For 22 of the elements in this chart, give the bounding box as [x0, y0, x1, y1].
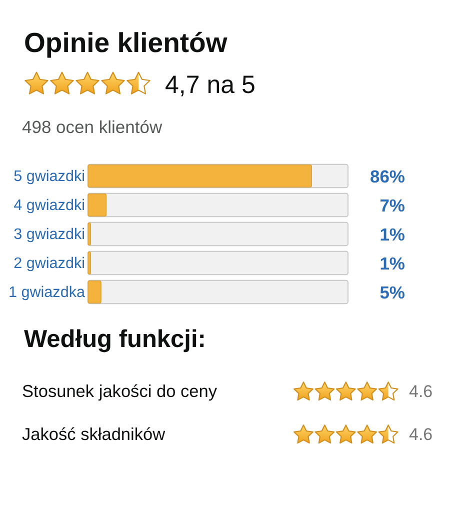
y-tick-label: 1 gwiazdka [8, 284, 86, 301]
bar [88, 222, 91, 246]
text: 498 ocen klientów [22, 117, 162, 137]
data-label: 1% [380, 224, 406, 244]
text: 4,7 na 5 [165, 71, 256, 99]
bar [88, 194, 107, 216]
chart-title: Opinie klientów [24, 27, 228, 58]
y-tick-label: 4 gwiazdki [14, 196, 85, 214]
bar [88, 280, 102, 304]
y-tick-label: 2 gwiazdki [14, 254, 85, 272]
bar [88, 252, 91, 274]
text: 4.6 [409, 382, 433, 401]
data-label: 5% [380, 282, 406, 302]
data-label: 1% [380, 253, 406, 274]
y-tick-label: 3 gwiazdki [14, 226, 85, 243]
data-label: 86% [370, 166, 406, 186]
data-label: 7% [380, 195, 406, 216]
text: Stosunek jakości do ceny [22, 381, 218, 401]
text: Jakość składników [22, 424, 166, 444]
text: Według funkcji: [24, 326, 206, 353]
text: 4.6 [409, 425, 433, 444]
y-tick-label: 5 gwiazdki [14, 168, 85, 185]
